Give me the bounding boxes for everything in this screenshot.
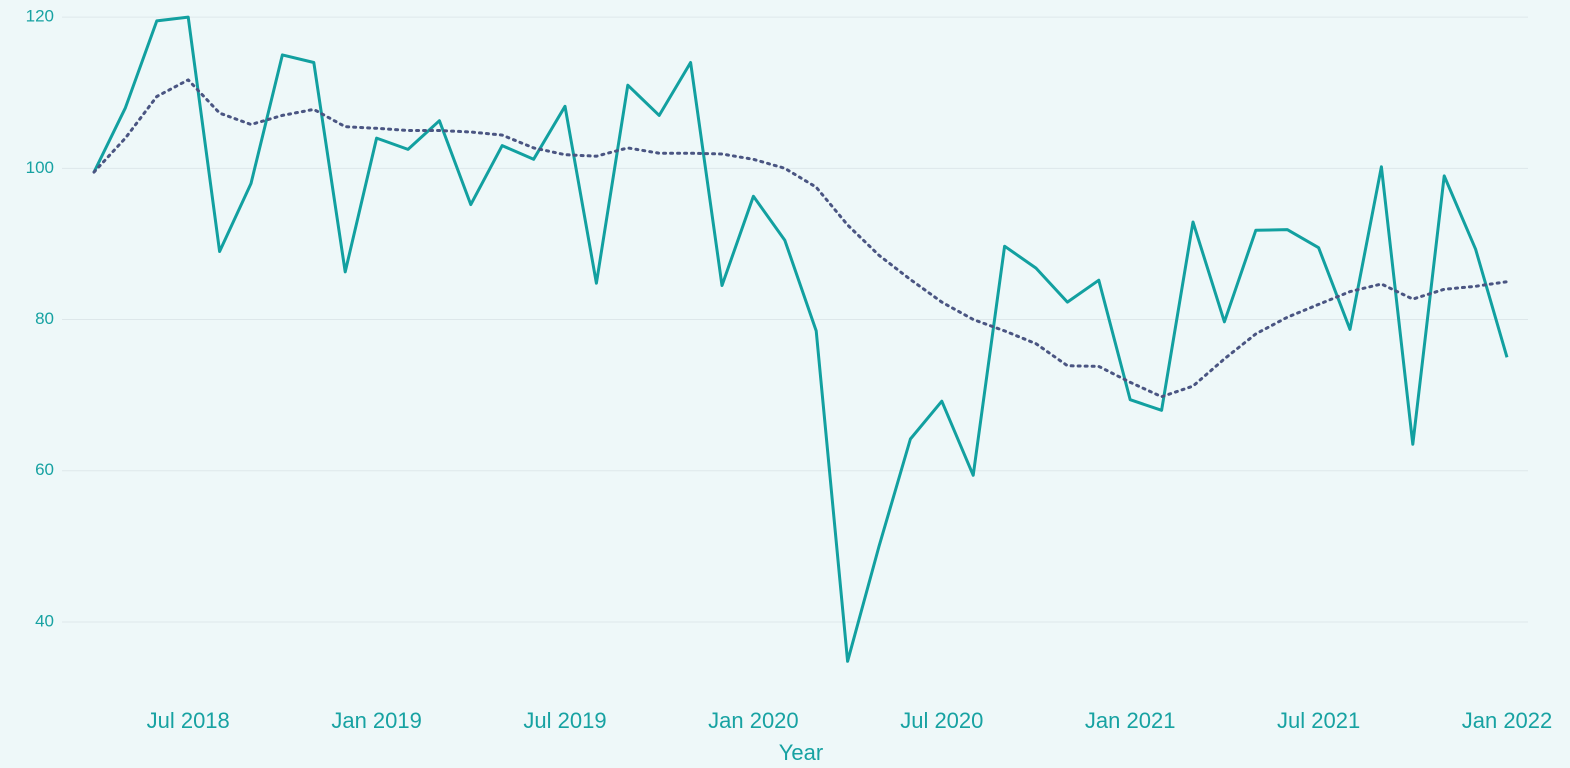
x-tick-label: Jul 2021 — [1277, 708, 1360, 733]
x-tick-label: Jul 2020 — [900, 708, 983, 733]
y-tick-label: 80 — [35, 309, 54, 328]
series-line — [92, 78, 1509, 399]
x-tick-label: Jul 2018 — [147, 708, 230, 733]
y-tick-label: 40 — [35, 611, 54, 630]
x-tick-label: Jul 2019 — [523, 708, 606, 733]
y-tick-label: 100 — [26, 158, 54, 177]
series-line — [92, 15, 1509, 663]
x-tick-label: Jan 2019 — [331, 708, 422, 733]
x-axis-label: Year — [779, 740, 823, 765]
x-tick-label: Jan 2020 — [708, 708, 799, 733]
x-tick-label: Jan 2022 — [1462, 708, 1553, 733]
x-tick-label: Jan 2021 — [1085, 708, 1176, 733]
y-tick-label: 120 — [26, 7, 54, 26]
y-tick-label: 60 — [35, 460, 54, 479]
